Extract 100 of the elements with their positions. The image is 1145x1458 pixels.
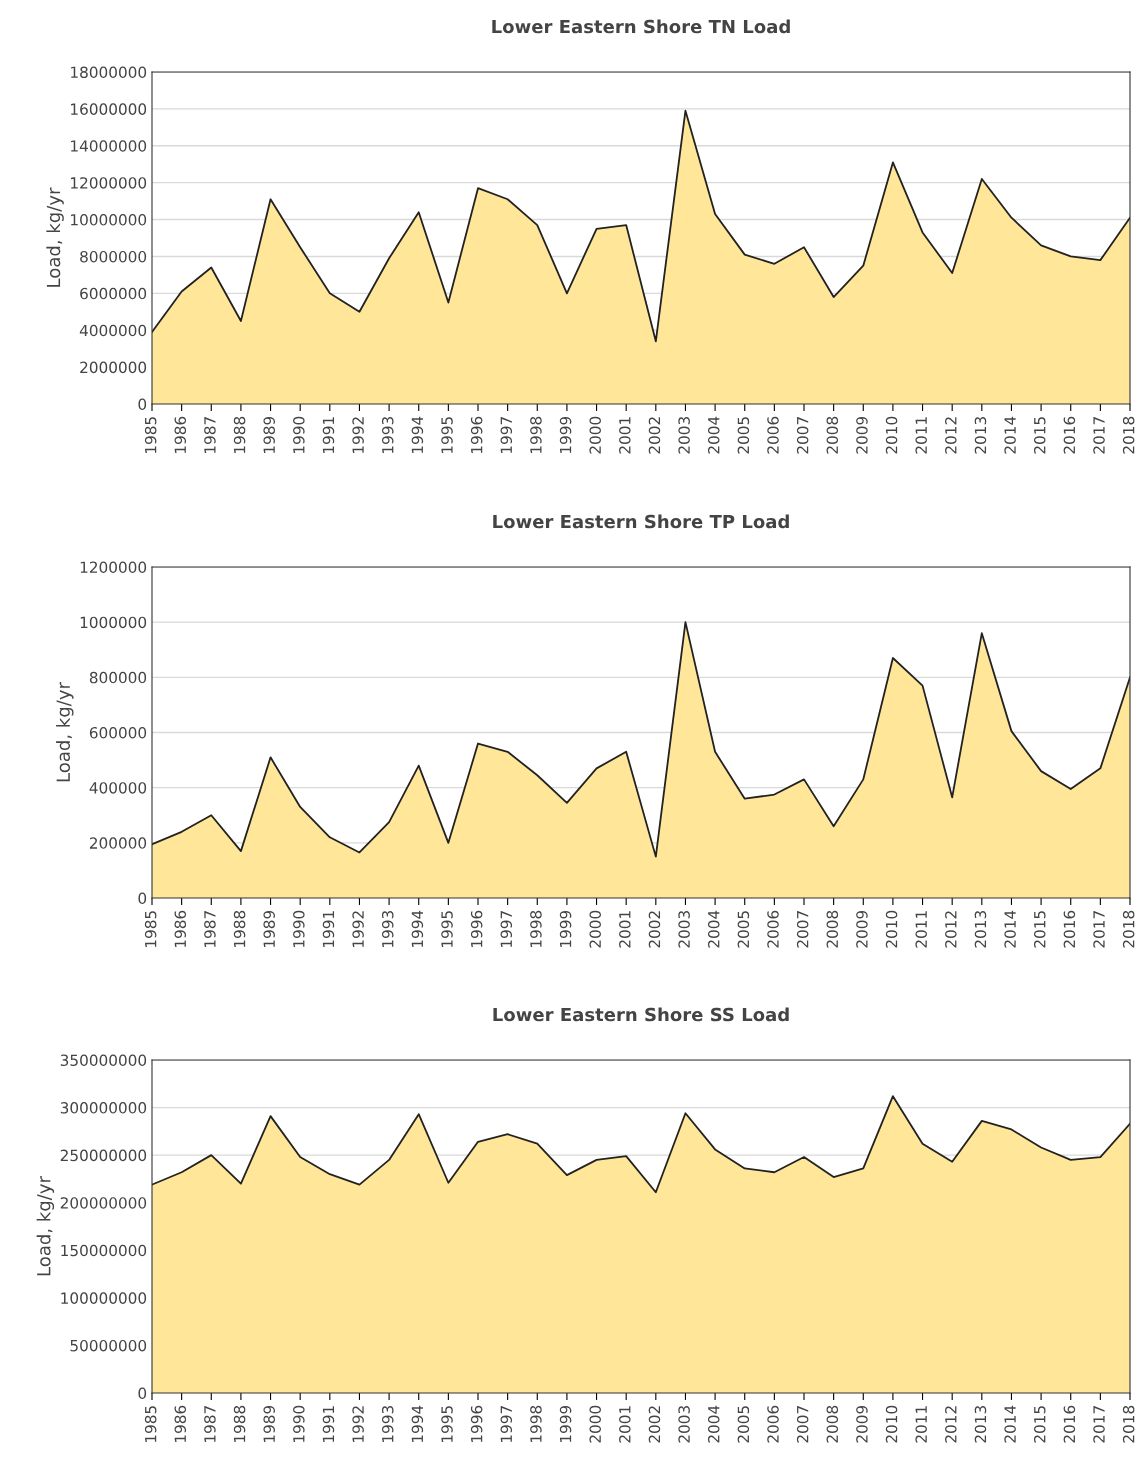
x-tick-label: 2007 bbox=[796, 911, 809, 948]
x-tick-label: 1993 bbox=[381, 417, 394, 454]
x-tick-label: 1999 bbox=[559, 1405, 572, 1443]
y-tick-label: 6000000 bbox=[80, 287, 147, 300]
x-tick-label: 1988 bbox=[233, 416, 246, 454]
x-tick-label: 1989 bbox=[263, 1405, 275, 1443]
x-tick-label: 2007 bbox=[796, 1406, 809, 1443]
x-tick-label: 1992 bbox=[352, 1406, 364, 1443]
x-tick-label: 2013 bbox=[974, 911, 987, 948]
x-tick-label: 2014 bbox=[1004, 416, 1016, 454]
x-tick-label: 2013 bbox=[974, 417, 987, 454]
x-tick-label: 1995 bbox=[441, 1406, 453, 1443]
x-tick-label: 2004 bbox=[707, 1405, 720, 1443]
x-tick-label: 1996 bbox=[470, 910, 483, 948]
x-tick-label: 2013 bbox=[974, 1406, 987, 1443]
x-tick-label: 2012 bbox=[945, 911, 957, 948]
x-tick-label: 2018 bbox=[1122, 910, 1135, 948]
x-tick-label: 2015 bbox=[1033, 1406, 1046, 1443]
x-tick-label: 2000 bbox=[589, 1405, 601, 1443]
x-tick-label: 2000 bbox=[589, 416, 601, 454]
x-tick-label: 1986 bbox=[174, 910, 187, 948]
y-tick-label: 2000000 bbox=[80, 361, 147, 374]
x-tick-label: 2012 bbox=[945, 1406, 957, 1443]
y-tick-label: 4000000 bbox=[79, 324, 147, 337]
y-tick-label: 1200000 bbox=[80, 561, 147, 574]
x-tick-label: 1998 bbox=[530, 1405, 542, 1443]
y-tick-label: 14000000 bbox=[71, 140, 147, 152]
x-tick-label: 2009 bbox=[856, 910, 868, 948]
y-tick-label: 12000000 bbox=[71, 177, 147, 189]
x-tick-label: 1996 bbox=[470, 1405, 483, 1443]
y-tick-label: 10000000 bbox=[71, 214, 147, 226]
y-tick-label: 0 bbox=[138, 1387, 147, 1400]
x-tick-label: 2006 bbox=[767, 1405, 779, 1443]
x-tick-label: 2015 bbox=[1033, 417, 1046, 454]
x-tick-label: 1987 bbox=[204, 911, 216, 948]
x-tick-label: 1996 bbox=[470, 416, 483, 454]
x-tick-label: 2012 bbox=[945, 417, 957, 454]
x-tick-label: 2017 bbox=[1093, 911, 1105, 948]
y-tick-label: 50000000 bbox=[70, 1339, 147, 1352]
y-tick-label: 16000000 bbox=[71, 103, 147, 115]
x-tick-label: 2016 bbox=[1063, 416, 1076, 454]
x-tick-label: 1990 bbox=[293, 416, 305, 454]
x-tick-label: 2008 bbox=[826, 910, 839, 948]
x-tick-label: 2010 bbox=[885, 1405, 898, 1443]
x-tick-label: 1989 bbox=[263, 416, 275, 454]
y-tick-label: 18000000 bbox=[71, 66, 147, 79]
x-tick-label: 1991 bbox=[322, 1406, 335, 1443]
x-tick-label: 1986 bbox=[174, 416, 187, 454]
x-tick-label: 1993 bbox=[381, 911, 394, 948]
x-tick-label: 2009 bbox=[856, 1405, 868, 1443]
y-tick-label: 1000000 bbox=[80, 616, 147, 629]
y-tick-label: 250000000 bbox=[60, 1149, 147, 1162]
x-tick-label: 1987 bbox=[204, 1406, 216, 1443]
x-tick-label: 2002 bbox=[648, 417, 661, 454]
x-tick-label: 2003 bbox=[678, 911, 690, 948]
x-tick-label: 1985 bbox=[144, 417, 157, 454]
x-tick-label: 1999 bbox=[559, 416, 572, 454]
x-tick-label: 2005 bbox=[737, 1406, 750, 1443]
x-tick-label: 2007 bbox=[796, 417, 809, 454]
x-tick-label: 2014 bbox=[1004, 910, 1016, 948]
x-tick-label: 1997 bbox=[500, 911, 513, 948]
y-tick-label: 0 bbox=[138, 398, 147, 411]
x-tick-label: 2003 bbox=[678, 417, 690, 454]
x-tick-label: 2016 bbox=[1063, 1405, 1076, 1443]
x-tick-label: 2004 bbox=[707, 910, 720, 948]
x-tick-label: 1998 bbox=[530, 910, 542, 948]
x-tick-label: 1991 bbox=[322, 417, 335, 454]
x-tick-label: 2015 bbox=[1033, 911, 1046, 948]
y-tick-label: 150000000 bbox=[61, 1244, 147, 1257]
chart-title: Lower Eastern Shore TP Load bbox=[493, 514, 789, 529]
y-tick-label: 350000000 bbox=[60, 1054, 147, 1067]
x-tick-label: 1993 bbox=[381, 1406, 394, 1443]
x-tick-label: 2002 bbox=[648, 911, 661, 948]
x-tick-label: 2018 bbox=[1122, 416, 1135, 454]
x-tick-label: 2017 bbox=[1093, 1406, 1105, 1443]
x-tick-label: 2017 bbox=[1093, 417, 1105, 454]
y-axis-title: Load, kg/yr bbox=[36, 1176, 55, 1276]
x-tick-label: 1997 bbox=[500, 417, 513, 454]
x-tick-label: 1992 bbox=[352, 417, 364, 454]
x-tick-label: 2000 bbox=[589, 910, 601, 948]
y-tick-label: 100000000 bbox=[61, 1292, 147, 1304]
x-tick-label: 2008 bbox=[826, 1405, 839, 1443]
x-tick-label: 1987 bbox=[204, 417, 216, 454]
x-tick-label: 2018 bbox=[1122, 1405, 1135, 1443]
x-tick-label: 1994 bbox=[411, 910, 424, 948]
y-axis-title: Load, kg/yr bbox=[46, 187, 64, 287]
x-tick-label: 1988 bbox=[233, 1405, 246, 1443]
x-tick-label: 1998 bbox=[530, 416, 542, 454]
x-tick-label: 2002 bbox=[648, 1406, 661, 1443]
x-tick-label: 2011 bbox=[915, 417, 927, 454]
x-tick-label: 2010 bbox=[885, 416, 898, 454]
x-tick-label: 2001 bbox=[619, 417, 631, 454]
chart-title: Lower Eastern Shore TN Load bbox=[492, 19, 790, 34]
x-tick-label: 2001 bbox=[619, 911, 631, 948]
x-tick-label: 2005 bbox=[737, 417, 750, 454]
x-tick-label: 2009 bbox=[856, 416, 868, 454]
x-tick-label: 2016 bbox=[1063, 910, 1076, 948]
x-tick-label: 2001 bbox=[619, 1406, 631, 1443]
x-tick-label: 2004 bbox=[707, 416, 720, 454]
x-tick-label: 1986 bbox=[174, 1405, 187, 1443]
